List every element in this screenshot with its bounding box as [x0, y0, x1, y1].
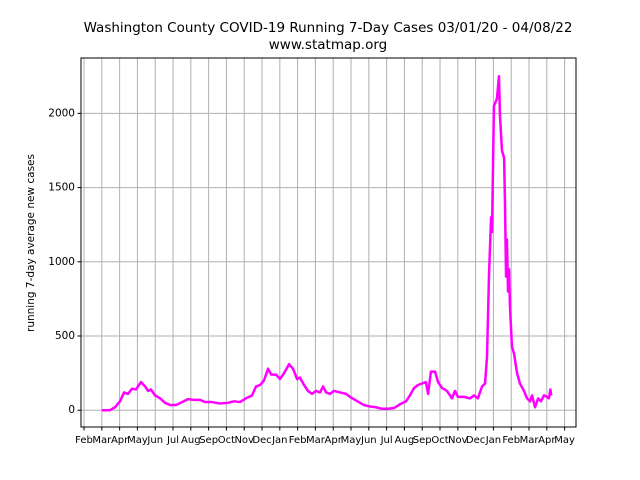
x-tick-label: May [341, 435, 362, 446]
x-tick-label: Jun [146, 435, 163, 446]
x-tick-label: Aug [395, 435, 415, 446]
x-tick-label: Sep [413, 435, 432, 446]
x-tick-label: Nov [448, 435, 468, 446]
plot [101, 75, 553, 412]
y-tick-label: 500 [55, 330, 75, 342]
y-axis-label: running 7-day average new cases [25, 154, 37, 332]
chart-title: Washington County COVID-19 Running 7-Day… [84, 20, 573, 36]
y-tick-label: 1000 [48, 256, 75, 268]
x-tick-label: Oct [431, 435, 448, 446]
x-tick-label: Aug [181, 435, 201, 446]
x-tick-label: Dec [466, 435, 485, 446]
x-tick-label: May [127, 435, 148, 446]
x-tick-label: Jun [360, 435, 377, 446]
x-tick-label: Sep [199, 435, 218, 446]
x-tick-label: Jan [485, 435, 501, 446]
x-tick-label: Oct [218, 435, 235, 446]
x-tick-label: Apr [111, 435, 129, 446]
grid [81, 58, 576, 427]
x-tick-label: Mar [92, 435, 112, 446]
x-tick-label: Jul [380, 435, 393, 446]
x-tick-label: Mar [520, 435, 540, 446]
y-tick-label: 2000 [48, 107, 75, 119]
x-tick-label: Nov [234, 435, 254, 446]
x-tick-label: Mar [306, 435, 326, 446]
x-tick-label: Jan [271, 435, 287, 446]
x-tick-label: Feb [289, 435, 307, 446]
x-tick-label: Jul [166, 435, 179, 446]
chart-subtitle: www.statmap.org [269, 37, 388, 53]
x-tick-label: Apr [325, 435, 343, 446]
x-tick-label: Dec [252, 435, 271, 446]
x-tick-label: Feb [502, 435, 520, 446]
x-tick-label: May [554, 435, 575, 446]
plot-frame [80, 57, 577, 428]
x-tick-label: Apr [538, 435, 556, 446]
y-tick-label: 0 [68, 404, 75, 416]
data-line [101, 75, 553, 412]
x-tick-label: Feb [75, 435, 93, 446]
y-tick-label: 1500 [48, 182, 75, 194]
